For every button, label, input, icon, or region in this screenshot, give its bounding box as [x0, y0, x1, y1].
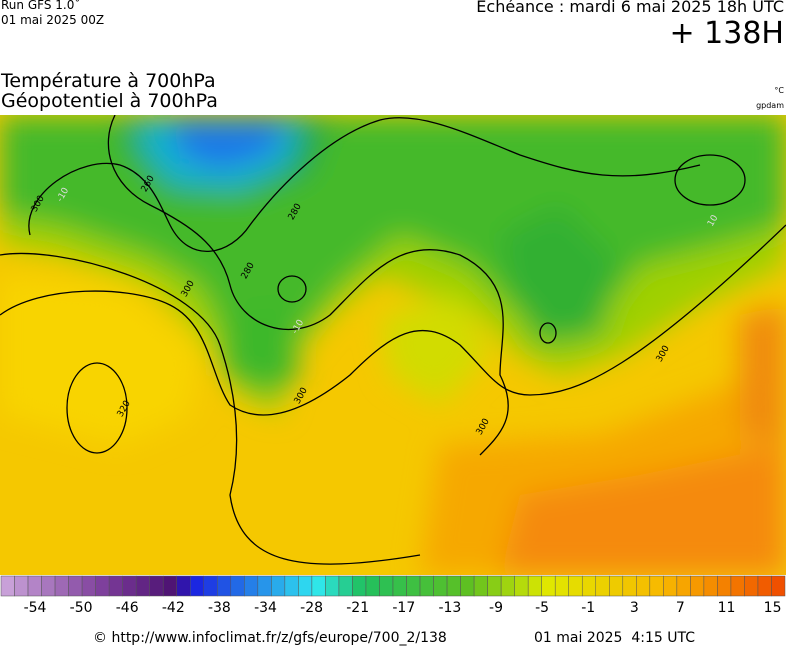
color-swatch	[446, 575, 461, 597]
color-swatch	[500, 575, 515, 597]
color-swatch	[41, 575, 56, 597]
scale-label: 7	[675, 600, 685, 616]
color-swatch	[419, 575, 434, 597]
source-url: © http://www.infoclimat.fr/z/gfs/europe/…	[93, 630, 447, 646]
color-swatch	[365, 575, 380, 597]
color-swatch	[663, 575, 678, 597]
color-swatch	[271, 575, 286, 597]
color-swatch	[581, 575, 597, 597]
lead-time: + 138H	[669, 16, 785, 51]
scale-label: -34	[254, 600, 277, 616]
color-swatch	[703, 575, 718, 597]
generation-date: 01 mai 2025 4:15 UTC	[534, 630, 695, 646]
color-swatch	[352, 575, 367, 597]
color-swatch	[392, 575, 407, 597]
color-swatch	[95, 575, 110, 597]
scale-label: -17	[392, 600, 416, 616]
color-swatch	[311, 575, 326, 597]
color-swatch	[14, 575, 29, 597]
color-swatch	[108, 575, 123, 597]
color-swatch	[433, 575, 448, 597]
unit-temperature: °C	[774, 86, 784, 95]
scale-label: -28	[300, 600, 324, 616]
color-swatch	[284, 575, 299, 597]
color-swatch	[203, 575, 218, 597]
color-swatch	[122, 575, 137, 597]
color-swatch	[473, 575, 488, 597]
scale-label: -21	[346, 600, 370, 616]
scale-label: -9	[489, 600, 503, 616]
color-swatch	[514, 575, 529, 597]
color-swatch	[744, 575, 759, 597]
color-swatch	[595, 575, 610, 597]
color-swatch	[554, 575, 569, 597]
color-swatch	[149, 575, 164, 597]
color-swatch	[406, 575, 421, 597]
color-swatch	[217, 575, 232, 597]
scale-label: -13	[438, 600, 462, 616]
title-temperature: Température à 700hPa	[1, 70, 216, 92]
scale-label: -46	[115, 600, 139, 616]
color-swatch	[338, 575, 353, 597]
color-swatch	[68, 575, 83, 597]
color-swatch	[379, 575, 394, 597]
unit-geopotential: gpdam	[756, 101, 784, 110]
color-swatch	[298, 575, 313, 597]
title-geopotential: Géopotentiel à 700hPa	[1, 90, 218, 112]
color-swatch	[690, 575, 705, 597]
color-swatch	[135, 575, 150, 597]
scale-label: -1	[581, 600, 596, 616]
scale-label: -5	[535, 600, 550, 616]
color-swatch	[244, 575, 259, 597]
color-swatch	[460, 575, 475, 597]
geopotential-contours	[0, 115, 786, 565]
color-swatch	[81, 575, 96, 597]
scale-label: -50	[69, 600, 93, 616]
scale-label: 11	[717, 600, 736, 616]
color-swatch	[757, 575, 772, 597]
scale-label: -42	[161, 600, 185, 616]
color-swatch	[771, 575, 786, 597]
color-swatch	[27, 575, 42, 597]
color-swatch	[676, 575, 691, 597]
color-swatch	[649, 575, 664, 597]
color-swatch	[162, 575, 177, 597]
color-swatch	[0, 575, 15, 597]
scale-label: -38	[207, 600, 231, 616]
color-swatch	[325, 575, 340, 597]
color-swatch	[176, 575, 191, 597]
color-swatch	[568, 575, 583, 597]
scale-label: 3	[629, 600, 639, 616]
temperature-field	[0, 115, 786, 575]
run-label: Run GFS 1.0˚	[1, 0, 81, 12]
forecast-time: Echéance : mardi 6 mai 2025 18h UTC	[476, 0, 784, 16]
scale-label: -54	[23, 600, 47, 616]
color-swatch	[730, 575, 745, 597]
color-swatch	[54, 575, 69, 597]
color-swatch	[622, 575, 637, 597]
color-swatch	[541, 575, 556, 597]
color-swatch	[487, 575, 502, 597]
color-swatch	[609, 575, 624, 597]
color-scale	[0, 575, 786, 597]
color-swatch	[230, 575, 245, 597]
color-swatch	[189, 575, 205, 597]
run-date: 01 mai 2025 00Z	[1, 13, 105, 27]
color-swatch	[527, 575, 542, 597]
color-swatch	[717, 575, 732, 597]
color-swatch	[636, 575, 651, 597]
color-swatch	[257, 575, 272, 597]
scale-label: 15	[763, 600, 782, 616]
